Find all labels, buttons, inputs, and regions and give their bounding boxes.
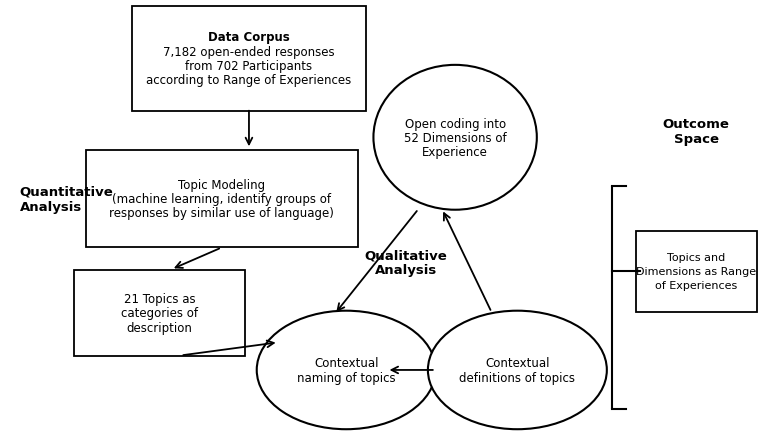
FancyBboxPatch shape	[86, 151, 358, 247]
Ellipse shape	[257, 311, 436, 429]
FancyBboxPatch shape	[636, 231, 756, 312]
Text: Contextual: Contextual	[485, 357, 549, 370]
Text: 7,182 open-ended responses: 7,182 open-ended responses	[163, 46, 335, 59]
Text: Topic Modeling: Topic Modeling	[178, 179, 265, 192]
Text: Data Corpus: Data Corpus	[208, 32, 290, 44]
FancyBboxPatch shape	[132, 7, 366, 112]
Text: categories of: categories of	[121, 307, 198, 320]
Text: Qualitative
Analysis: Qualitative Analysis	[365, 249, 447, 277]
Text: description: description	[127, 321, 192, 334]
Text: from 702 Participants: from 702 Participants	[185, 60, 313, 73]
Ellipse shape	[428, 311, 607, 429]
Text: Outcome
Space: Outcome Space	[663, 117, 730, 145]
Text: 52 Dimensions of: 52 Dimensions of	[404, 131, 506, 145]
FancyBboxPatch shape	[74, 271, 245, 356]
Text: definitions of topics: definitions of topics	[459, 371, 576, 384]
Ellipse shape	[373, 66, 537, 210]
Text: naming of topics: naming of topics	[297, 371, 395, 384]
Text: of Experiences: of Experiences	[655, 281, 738, 291]
Text: Dimensions as Range: Dimensions as Range	[636, 267, 756, 276]
Text: Experience: Experience	[422, 145, 488, 159]
Text: 21 Topics as: 21 Topics as	[124, 293, 195, 306]
Text: Contextual: Contextual	[314, 357, 378, 370]
Text: Topics and: Topics and	[668, 252, 725, 262]
Text: (machine learning, identify groups of: (machine learning, identify groups of	[112, 193, 331, 206]
Text: Quantitative
Analysis: Quantitative Analysis	[19, 185, 114, 213]
Text: according to Range of Experiences: according to Range of Experiences	[146, 74, 352, 87]
Text: responses by similar use of language): responses by similar use of language)	[109, 207, 335, 220]
Text: Open coding into: Open coding into	[405, 117, 506, 131]
